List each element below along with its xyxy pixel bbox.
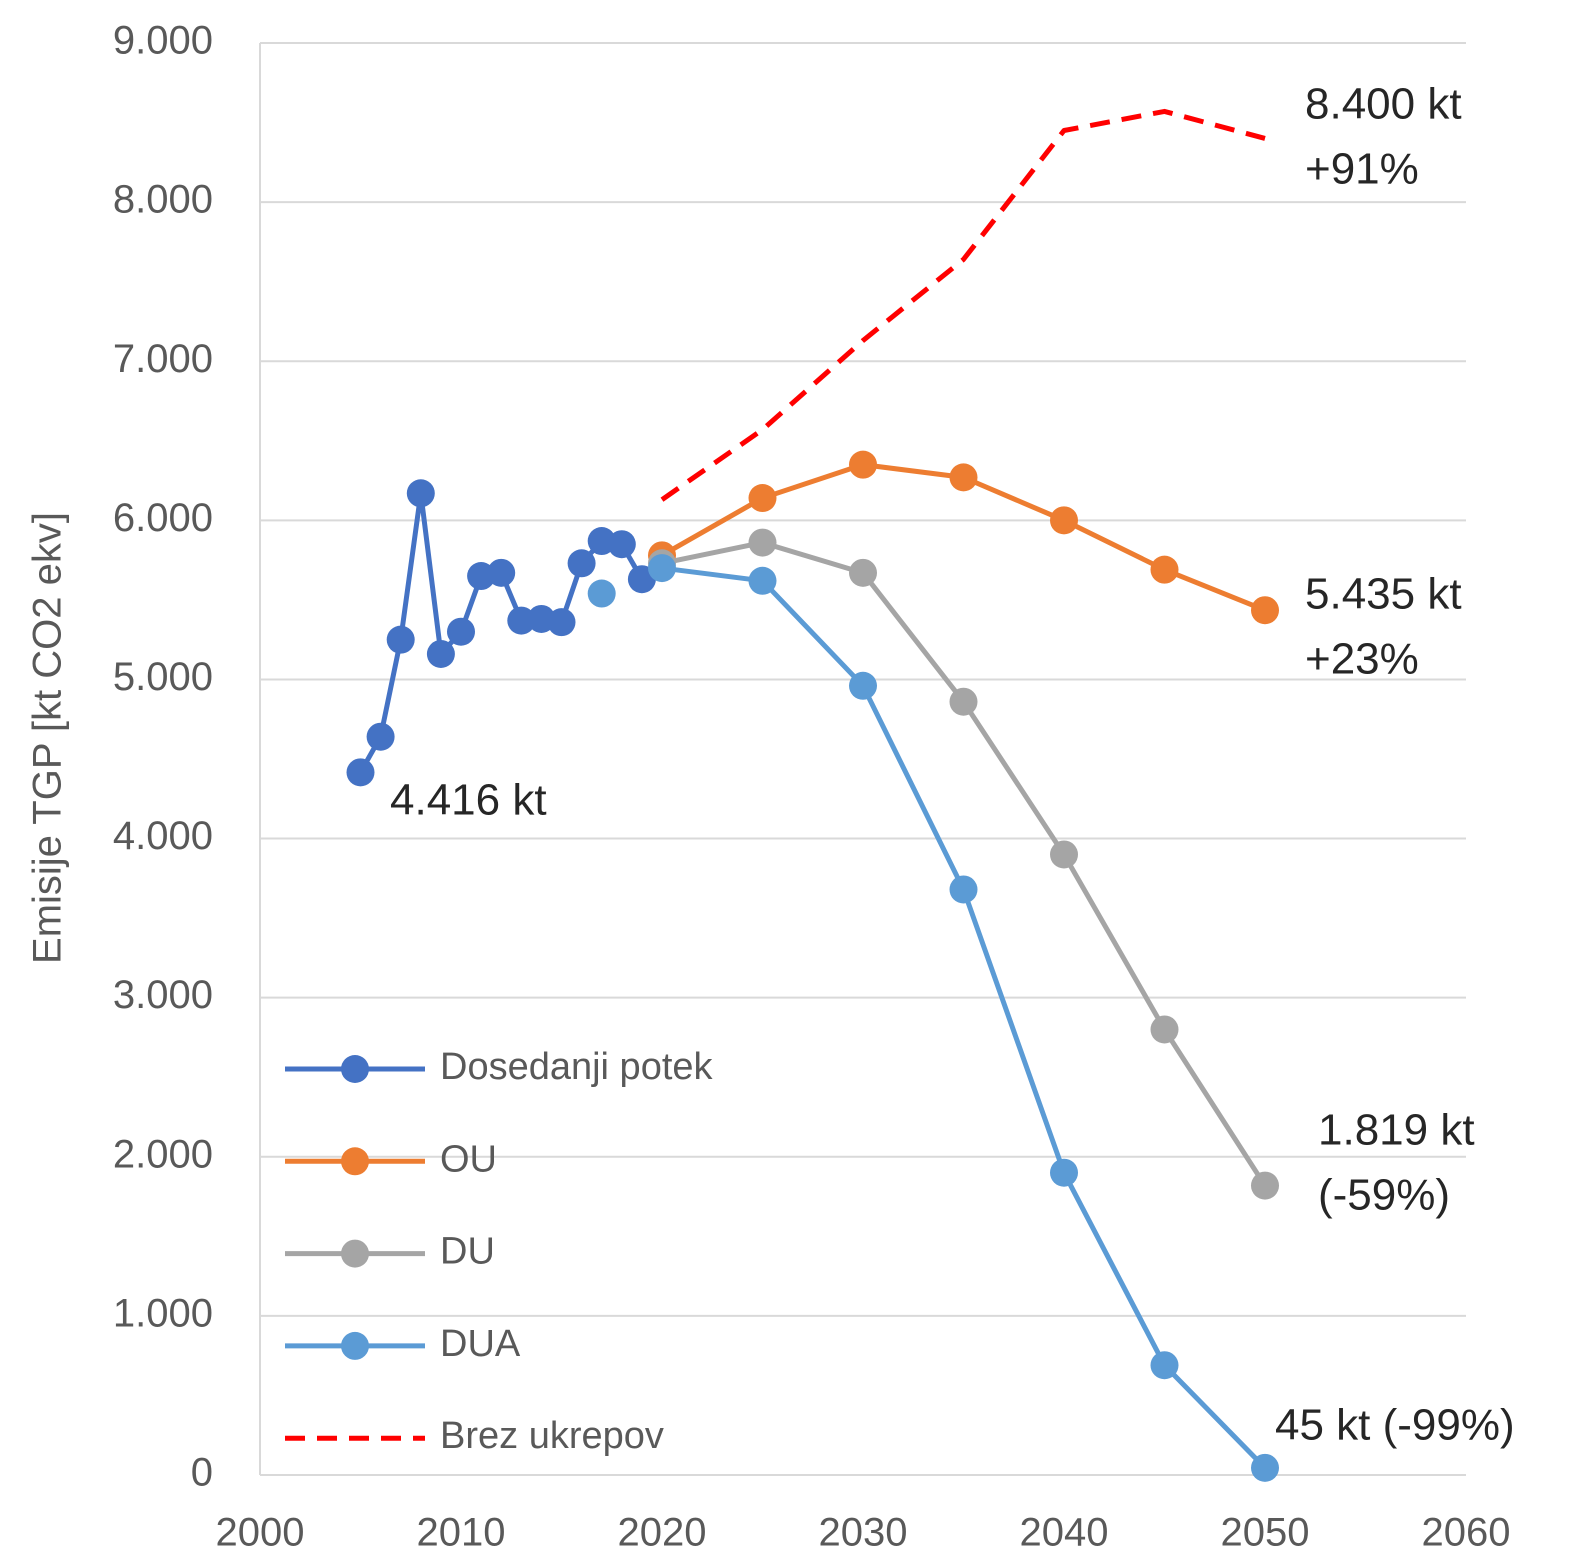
x-tick-label: 2010 xyxy=(417,1511,506,1555)
point xyxy=(1251,596,1279,625)
point xyxy=(1050,1158,1078,1187)
legend-label: DUA xyxy=(440,1323,521,1365)
x-tick-label: 2050 xyxy=(1221,1511,1310,1555)
point xyxy=(748,528,777,557)
point xyxy=(547,608,576,637)
y-tick-label: 6.000 xyxy=(113,496,213,540)
legend-label: Dosedanji potek xyxy=(440,1046,714,1088)
point xyxy=(607,530,636,559)
point xyxy=(507,606,536,635)
legend-label: OU xyxy=(440,1138,497,1180)
y-tick-label: 3.000 xyxy=(113,973,213,1017)
legend-marker xyxy=(341,1055,369,1083)
point xyxy=(426,639,455,668)
point xyxy=(406,479,435,508)
y-tick-label: 5.000 xyxy=(113,655,213,699)
point xyxy=(748,484,777,513)
x-tick-label: 2000 xyxy=(216,1511,305,1555)
point xyxy=(366,722,395,751)
point xyxy=(1150,1015,1179,1044)
y-axis-label: Emisije TGP [kt CO2 ekv] xyxy=(26,512,70,964)
annotation: 8.400 kt xyxy=(1305,80,1462,129)
y-tick-label: 4.000 xyxy=(113,814,213,858)
annotation: (-59%) xyxy=(1318,1171,1450,1220)
annotation: +91% xyxy=(1305,145,1419,194)
annotation: 4.416 kt xyxy=(390,776,547,825)
point xyxy=(949,687,978,716)
point xyxy=(849,450,877,479)
point xyxy=(849,671,877,700)
point xyxy=(346,758,375,787)
series-line xyxy=(660,108,1266,502)
point xyxy=(1150,555,1179,584)
y-tick-label: 1.000 xyxy=(113,1291,213,1335)
point xyxy=(487,558,516,587)
point xyxy=(1251,1453,1279,1482)
y-tick-label: 7.000 xyxy=(113,337,213,381)
x-tick-label: 2060 xyxy=(1422,1511,1511,1555)
legend-label: Brez ukrepov xyxy=(440,1415,664,1457)
point xyxy=(567,549,596,578)
annotation: 45 kt (-99%) xyxy=(1275,1401,1515,1450)
point xyxy=(1050,840,1078,869)
point xyxy=(447,617,475,646)
point xyxy=(748,566,777,595)
point xyxy=(587,579,616,608)
annotation: +23% xyxy=(1305,635,1419,684)
x-tick-label: 2040 xyxy=(1020,1511,1109,1555)
point xyxy=(949,463,978,492)
point xyxy=(648,554,676,583)
annotation: 1.819 kt xyxy=(1318,1106,1475,1155)
point xyxy=(1050,506,1078,535)
y-tick-label: 9.000 xyxy=(113,19,213,63)
legend-marker xyxy=(341,1239,369,1268)
point xyxy=(849,558,877,587)
annotation: 5.435 kt xyxy=(1305,570,1462,619)
legend-marker xyxy=(341,1147,369,1176)
x-tick-label: 2030 xyxy=(819,1511,908,1555)
point xyxy=(386,625,415,654)
series-line xyxy=(661,540,1268,1187)
point xyxy=(1150,1351,1179,1380)
legend-marker xyxy=(341,1331,369,1360)
legend-label: DU xyxy=(440,1231,495,1273)
point xyxy=(1251,1171,1279,1200)
x-tick-label: 2020 xyxy=(618,1511,707,1555)
y-tick-label: 2.000 xyxy=(113,1132,213,1176)
y-tick-label: 0 xyxy=(191,1451,213,1495)
y-tick-label: 8.000 xyxy=(113,178,213,222)
point xyxy=(949,875,978,904)
